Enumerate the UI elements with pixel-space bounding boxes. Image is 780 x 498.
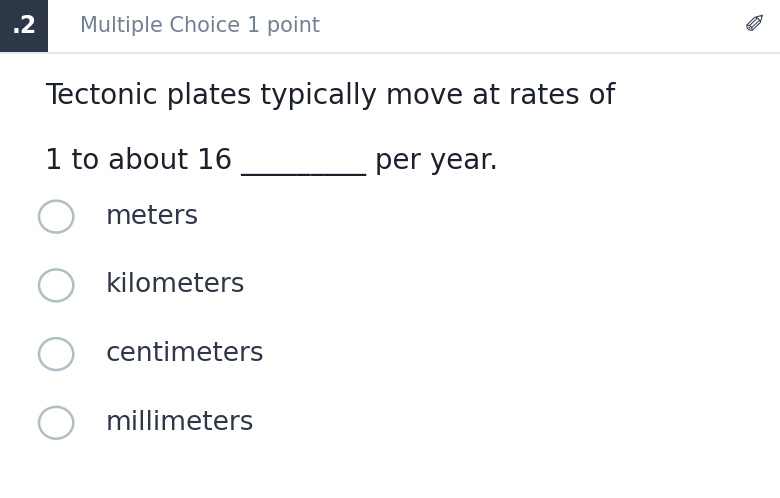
Text: Multiple Choice: Multiple Choice (80, 16, 239, 36)
Text: 1 point: 1 point (247, 16, 321, 36)
Bar (0, 52, 780, 54)
Text: Tectonic plates typically move at rates of: Tectonic plates typically move at rates … (45, 82, 615, 110)
Text: .2: .2 (12, 14, 37, 38)
Text: ✐: ✐ (743, 13, 765, 39)
Text: meters: meters (105, 204, 199, 230)
Text: 1 to about 16 _________ per year.: 1 to about 16 _________ per year. (45, 147, 498, 176)
Bar (0, 0, 48, 52)
Bar (0, 0, 780, 52)
Text: centimeters: centimeters (105, 341, 264, 367)
Text: millimeters: millimeters (105, 410, 254, 436)
Text: kilometers: kilometers (105, 272, 245, 298)
